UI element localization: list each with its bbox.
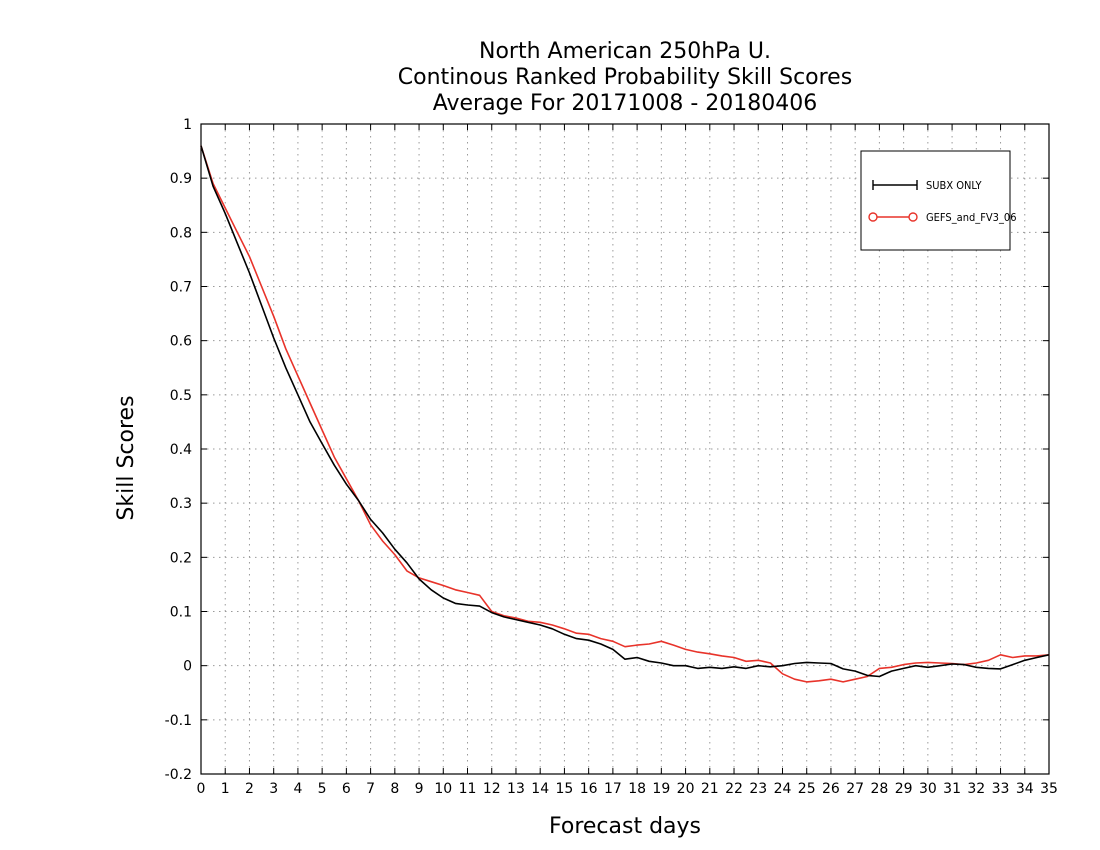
x-tick-label: 29	[895, 781, 913, 797]
legend: SUBX ONLY GEFS_and_FV3_06	[860, 150, 1017, 251]
x-tick-label: 19	[652, 781, 670, 797]
title-line: Continous Ranked Probability Skill Score…	[398, 65, 852, 90]
y-tick-label: 1	[183, 117, 192, 133]
legend-box	[860, 150, 1011, 251]
x-tick-label: 9	[415, 781, 424, 797]
title-line: Average For 20171008 - 20180406	[433, 91, 818, 116]
x-tick-label: 10	[434, 781, 452, 797]
series-line-gefs-and-fv3-06	[200, 145, 1050, 683]
x-tick-label: 16	[580, 781, 598, 797]
x-tick-label: 23	[749, 781, 767, 797]
x-tick-label: 2	[245, 781, 254, 797]
x-tick-label: 17	[604, 781, 622, 797]
x-tick-label: 24	[774, 781, 792, 797]
y-axis-label: Skill Scores	[114, 395, 139, 520]
x-tick-label: 11	[459, 781, 477, 797]
y-tick-label: 0.6	[170, 334, 192, 350]
x-tick-label: 14	[531, 781, 549, 797]
legend-label: SUBX ONLY	[926, 179, 982, 192]
x-tick-label: 6	[342, 781, 351, 797]
y-tick-label: 0.8	[170, 225, 192, 241]
x-tick-label: 12	[483, 781, 501, 797]
y-tick-label: 0.7	[170, 280, 192, 296]
x-tick-label: 32	[967, 781, 985, 797]
y-tick-label: 0.1	[170, 605, 192, 621]
series-line-subx-only	[200, 145, 1050, 678]
series	[200, 145, 1050, 683]
x-tick-label: 22	[725, 781, 743, 797]
x-tick-label: 15	[556, 781, 574, 797]
y-tick-label: 0.3	[170, 496, 192, 512]
y-axis: -0.2 -0.1 0 0.1 0.2 0.3 0.4 0.5 0.6 0.7 0.8 0.9 1	[165, 117, 1049, 783]
y-tick-label: -0.1	[165, 713, 192, 729]
x-tick-label: 28	[870, 781, 888, 797]
x-tick-label: 0	[197, 781, 206, 797]
y-tick-label: 0	[183, 659, 192, 675]
x-tick-label: 13	[507, 781, 525, 797]
x-axis: 0 1 2 3 4 5 6 7 8 9 10 11 12 13 14 15 16 17 18 19 20 21 22 23 24…	[197, 124, 1058, 797]
y-tick-label: 0.9	[170, 171, 192, 187]
x-tick-label: 1	[221, 781, 230, 797]
x-tick-label: 20	[677, 781, 695, 797]
x-tick-label: 30	[919, 781, 937, 797]
x-tick-label: 8	[390, 781, 399, 797]
x-tick-label: 25	[798, 781, 816, 797]
y-tick-label: 0.5	[170, 388, 192, 404]
grid	[201, 124, 1049, 774]
chart-title: North American 250hPa U.Continous Ranked…	[398, 39, 852, 116]
x-tick-label: 31	[943, 781, 961, 797]
x-tick-label: 5	[318, 781, 327, 797]
x-tick-label: 7	[366, 781, 375, 797]
x-tick-label: 26	[822, 781, 840, 797]
x-tick-label: 33	[992, 781, 1010, 797]
x-tick-label: 35	[1040, 781, 1058, 797]
y-tick-label: 0.4	[170, 442, 192, 458]
x-tick-label: 21	[701, 781, 719, 797]
circle-marker	[908, 212, 918, 222]
title-line: North American 250hPa U.	[479, 39, 771, 64]
x-tick-label: 27	[846, 781, 864, 797]
x-axis-label: Forecast days	[549, 814, 701, 839]
circle-marker	[868, 212, 878, 222]
x-tick-label: 4	[293, 781, 302, 797]
y-tick-label: -0.2	[165, 767, 192, 783]
legend-label: GEFS_and_FV3_06	[926, 211, 1017, 224]
x-tick-label: 3	[269, 781, 278, 797]
y-tick-label: 0.2	[170, 550, 192, 566]
x-tick-label: 34	[1016, 781, 1034, 797]
x-tick-label: 18	[628, 781, 646, 797]
